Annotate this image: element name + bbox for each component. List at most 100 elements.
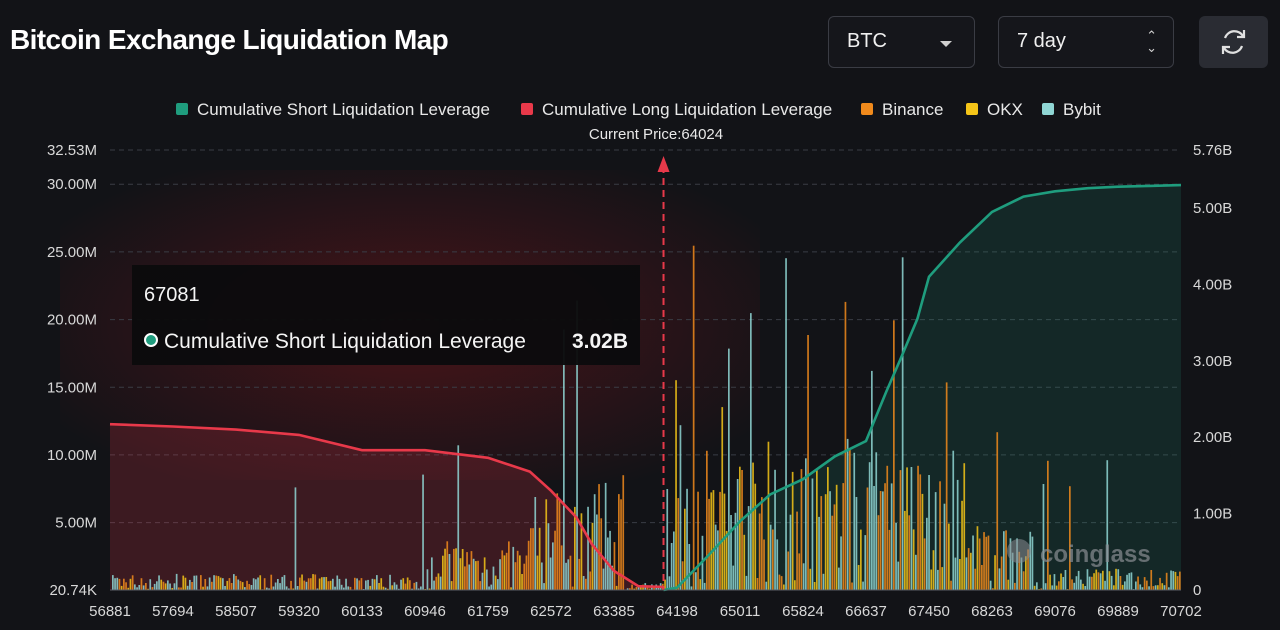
bybit-bar	[112, 575, 114, 590]
bybit-bar	[411, 588, 413, 590]
x-axis-tick: 70702	[1160, 603, 1202, 620]
right-axis-tick: 5.00B	[1193, 200, 1232, 217]
bybit-bar	[822, 573, 825, 590]
x-axis-tick: 67450	[908, 603, 950, 620]
binance-bar	[1018, 551, 1021, 590]
range-select-value: 7 day	[1017, 30, 1066, 52]
bybit-bar	[222, 578, 224, 590]
binance-bar	[981, 565, 983, 590]
watermark-text: coinglass	[1040, 541, 1151, 568]
binance-bar	[796, 511, 798, 590]
bybit-bar	[864, 535, 867, 590]
okx-bar	[860, 529, 862, 590]
binance-bar	[585, 578, 587, 590]
bybit-bar	[688, 544, 691, 590]
bybit-bar	[488, 586, 490, 590]
bybit-bar	[626, 588, 629, 590]
bybit-bar	[956, 479, 959, 590]
okx-bar	[948, 523, 950, 590]
bybit-bar	[431, 557, 433, 590]
binance-bar	[554, 530, 556, 590]
binance-bar	[230, 583, 233, 590]
binance-bar	[290, 580, 292, 590]
binance-bar	[884, 483, 886, 590]
binance-bar	[842, 483, 845, 590]
binance-bar	[996, 432, 999, 590]
okx-bar	[921, 493, 924, 590]
right-axis-tick: 1.00B	[1193, 506, 1232, 523]
bybit-bar	[882, 491, 884, 590]
long-cumulative-area	[110, 424, 664, 590]
binance-bar	[140, 578, 143, 590]
bybit-bar	[765, 581, 768, 590]
bybit-bar	[1086, 569, 1089, 590]
bybit-bar	[552, 542, 554, 590]
binance-bar	[800, 469, 803, 590]
bybit-bar	[149, 579, 152, 590]
binance-bar	[145, 583, 147, 590]
current-price-label: Current Price:64024	[589, 126, 723, 143]
bybit-bar	[1104, 580, 1106, 590]
bybit-bar	[336, 575, 339, 590]
bybit-bar	[457, 445, 460, 590]
range-select[interactable]: 7 day ⌃ ⌄	[998, 16, 1174, 68]
bybit-bar	[785, 258, 787, 590]
binance-bar	[879, 491, 882, 590]
binance-bar	[893, 320, 895, 590]
okx-bar	[739, 466, 741, 590]
binance-bar	[246, 580, 248, 590]
bybit-bar	[910, 467, 913, 590]
bybit-bar	[1053, 574, 1056, 590]
okx-bar	[783, 584, 785, 590]
okx-bar	[723, 493, 726, 590]
binance-bar	[239, 580, 242, 590]
binance-bar	[479, 581, 482, 590]
coin-select[interactable]: BTC	[828, 16, 975, 68]
binance-bar	[886, 465, 889, 590]
bybit-bar	[1073, 582, 1076, 590]
binance-bar	[404, 583, 407, 590]
binance-bar	[1150, 570, 1153, 590]
long-cumulative-line	[109, 422, 664, 589]
bybit-bar	[776, 539, 779, 590]
bybit-bar	[686, 488, 688, 590]
binance-bar	[228, 578, 231, 590]
bybit-bar	[1128, 573, 1131, 590]
x-axis-tick: 58507	[215, 603, 257, 620]
bybit-bar	[728, 348, 730, 590]
okx-bar	[459, 558, 462, 590]
okx-bar	[1060, 573, 1062, 590]
bybit-bar	[604, 482, 607, 590]
okx-bar	[444, 548, 446, 590]
okx-bar	[292, 588, 295, 590]
bybit-bar	[439, 576, 442, 590]
bybit-bar	[1062, 577, 1065, 590]
okx-bar	[794, 580, 796, 590]
bybit-bar	[472, 558, 475, 590]
refresh-button[interactable]	[1199, 16, 1268, 68]
x-axis-tick: 60946	[404, 603, 446, 620]
x-axis-tick: 69889	[1097, 603, 1139, 620]
bybit-bar	[679, 425, 682, 590]
okx-bar	[321, 577, 323, 590]
bybit-bar	[345, 578, 347, 590]
binance-bar	[780, 576, 783, 590]
binance-bar	[118, 578, 121, 590]
binance-bar	[917, 465, 919, 590]
tooltip-value: 3.02B	[572, 330, 628, 353]
x-axis-tick: 62572	[530, 603, 572, 620]
binance-bar	[530, 528, 532, 590]
okx-bar	[171, 588, 174, 590]
okx-bar	[615, 585, 618, 590]
bybit-bar	[818, 516, 820, 590]
bybit-bar	[257, 577, 259, 590]
binance-bar	[1176, 576, 1179, 590]
okx-bar	[912, 529, 915, 590]
okx-bar	[648, 588, 651, 590]
bybit-bar	[673, 531, 675, 590]
bybit-bar	[805, 458, 807, 590]
current-price-arrow	[657, 156, 670, 172]
bybit-bar	[1126, 574, 1128, 590]
bybit-bar	[175, 573, 178, 590]
x-axis-tick: 66637	[845, 603, 887, 620]
